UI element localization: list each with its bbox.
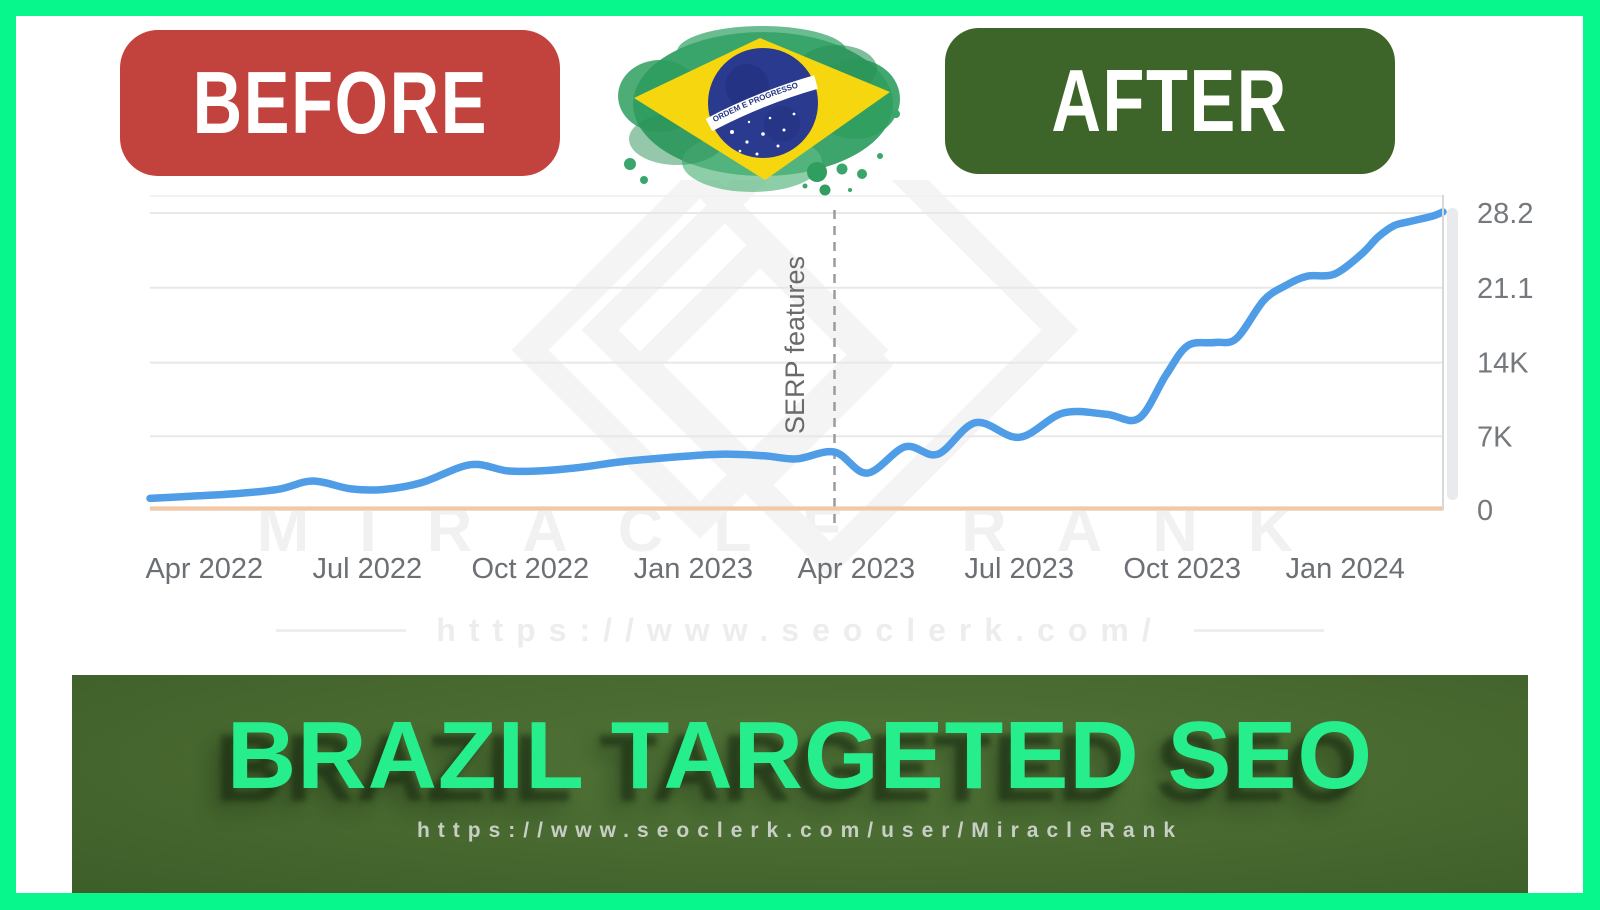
url-watermark-row: https://www.seoclerk.com/	[0, 612, 1600, 649]
x-axis-label: Oct 2023	[1123, 553, 1241, 585]
chart-y-axis-labels: 28.2K 21.1K 14K 7K 0	[1477, 198, 1553, 527]
y-axis-label: 0	[1477, 495, 1493, 527]
x-axis-label: Jan 2024	[1286, 553, 1405, 585]
flag-stars	[730, 112, 796, 156]
watermark-left-dash	[276, 629, 407, 632]
frame-border-left	[0, 0, 16, 910]
chart-scrollbar[interactable]	[1447, 208, 1458, 500]
brazil-flag: ORDEM E PROGRESSO	[618, 26, 900, 196]
traffic-series-line	[146, 208, 1447, 503]
y-axis-label: 14K	[1477, 348, 1529, 380]
x-axis-label: Jan 2023	[634, 553, 753, 585]
x-axis-label: Jul 2022	[312, 553, 422, 585]
after-button: AFTER	[945, 28, 1395, 174]
x-axis-label: Apr 2023	[797, 553, 915, 585]
footer-banner: BRAZIL TARGETED SEO https://www.seoclerk…	[72, 675, 1528, 893]
footer-headline: BRAZIL TARGETED SEO	[226, 702, 1374, 809]
flag-white-band	[705, 75, 818, 132]
y-axis-label: 28.2K	[1477, 198, 1553, 230]
footer-url: https://www.seoclerk.com/user/MiracleRan…	[416, 818, 1184, 842]
watermark-right-dash	[1193, 629, 1324, 632]
frame-border-bottom	[0, 893, 1600, 910]
y-axis-label: 21.1K	[1477, 273, 1553, 305]
frame-border-right	[1583, 0, 1600, 910]
before-label: BEFORE	[192, 53, 488, 152]
frame-border-top	[0, 0, 1600, 16]
x-axis-label: Oct 2022	[471, 553, 589, 585]
logo-watermark	[511, 180, 1079, 579]
x-axis-label: Jul 2023	[964, 553, 1074, 585]
before-button: BEFORE	[120, 30, 560, 176]
y-axis-label: 7K	[1477, 421, 1513, 453]
traffic-chart: Apr 2022 Jul 2022 Oct 2022 Jan 2023 Apr 2023…	[145, 180, 1553, 585]
x-axis-label: Apr 2022	[145, 553, 263, 585]
serp-features-annotation-label: SERP features	[780, 256, 810, 434]
chart-x-axis-labels: Apr 2022 Jul 2022 Oct 2022 Jan 2023 Apr 2023…	[145, 553, 1404, 585]
url-watermark: https://www.seoclerk.com/	[436, 612, 1164, 648]
after-label: AFTER	[1051, 51, 1289, 150]
